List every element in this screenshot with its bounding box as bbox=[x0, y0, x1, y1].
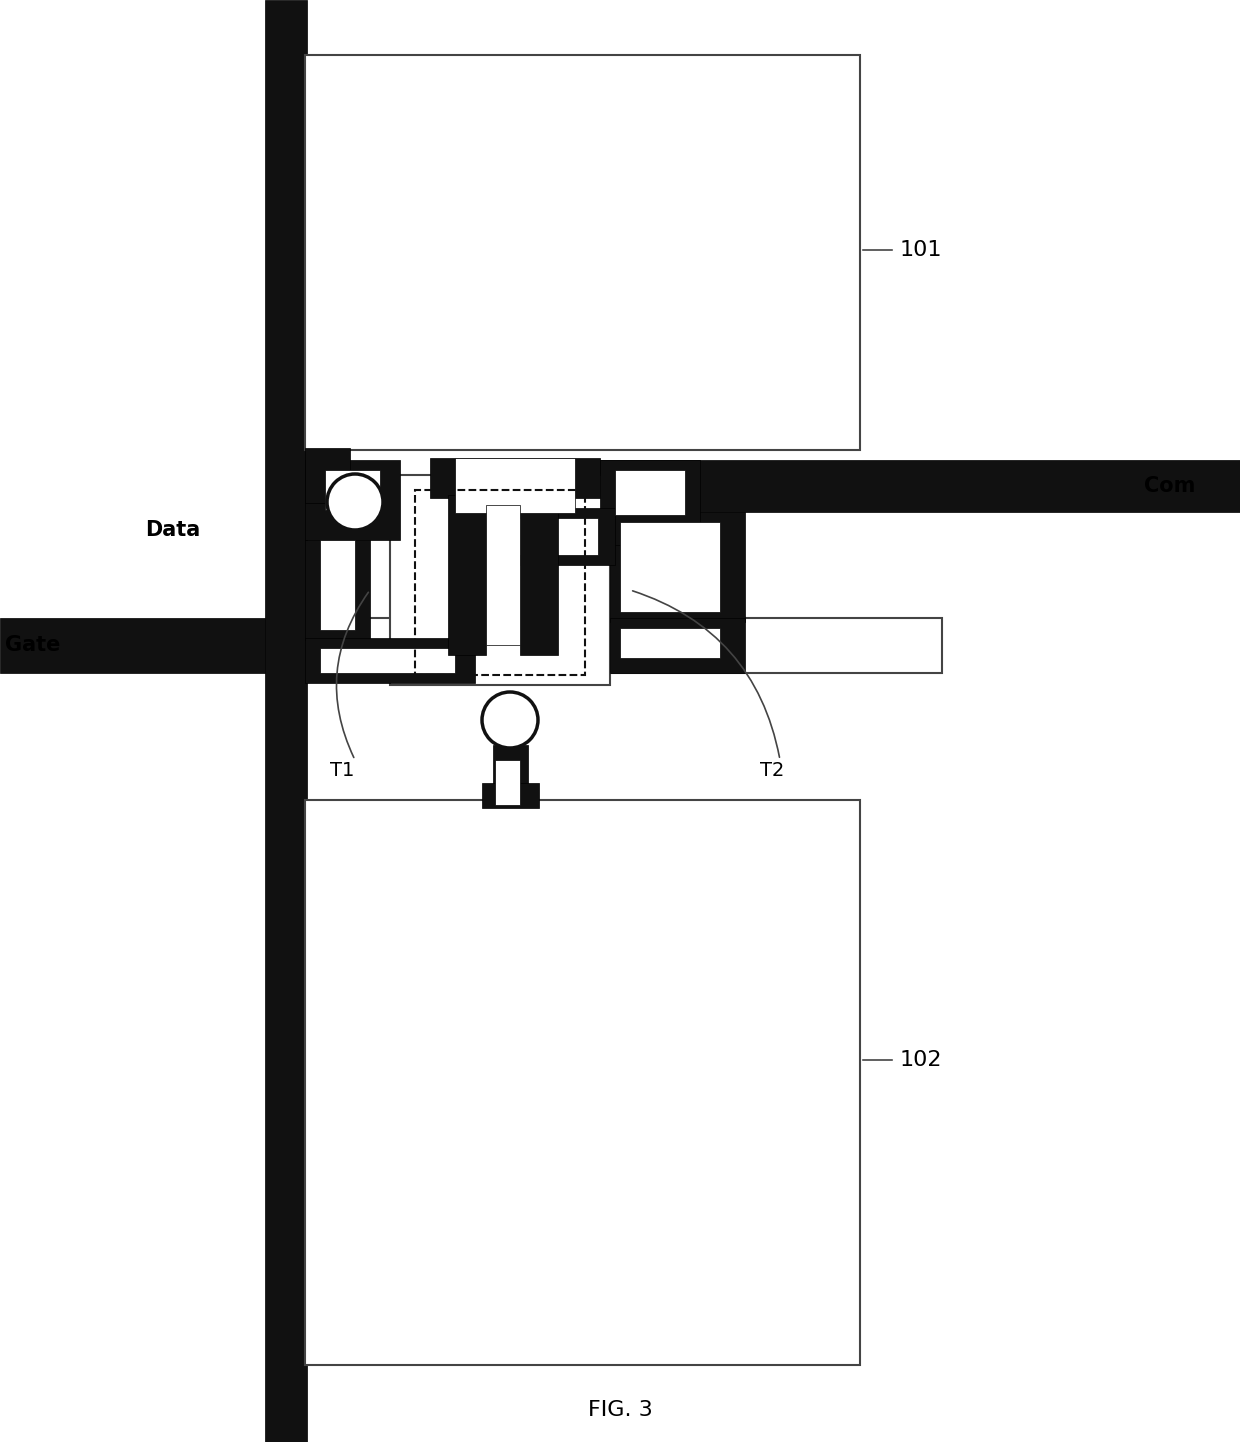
Bar bbox=[305, 448, 350, 503]
Bar bbox=[0, 619, 265, 673]
Bar bbox=[495, 760, 520, 805]
Bar bbox=[305, 539, 370, 640]
Bar bbox=[265, 0, 308, 1442]
Bar bbox=[320, 647, 455, 673]
Bar bbox=[610, 512, 745, 622]
Bar bbox=[305, 460, 401, 539]
Bar bbox=[305, 55, 861, 450]
Text: 101: 101 bbox=[900, 239, 942, 260]
Bar bbox=[486, 505, 520, 645]
Bar bbox=[320, 539, 355, 630]
Text: Com: Com bbox=[1143, 476, 1195, 496]
Text: T2: T2 bbox=[760, 760, 785, 780]
Bar bbox=[494, 746, 528, 784]
Bar bbox=[610, 619, 745, 673]
Bar bbox=[305, 637, 475, 684]
Text: 102: 102 bbox=[900, 1050, 942, 1070]
Bar bbox=[615, 470, 684, 515]
Bar bbox=[391, 474, 610, 685]
Circle shape bbox=[327, 474, 383, 531]
Text: Data: Data bbox=[145, 521, 200, 539]
Bar bbox=[448, 495, 486, 655]
Bar bbox=[490, 508, 615, 565]
Bar bbox=[305, 800, 861, 1366]
Text: Gate: Gate bbox=[5, 634, 61, 655]
Bar bbox=[620, 522, 720, 611]
Bar bbox=[430, 459, 600, 497]
Bar bbox=[455, 459, 575, 513]
Bar bbox=[308, 619, 942, 673]
Bar bbox=[520, 495, 558, 655]
Bar bbox=[482, 783, 539, 808]
Bar bbox=[490, 460, 1240, 512]
Bar bbox=[415, 490, 585, 675]
Text: FIG. 3: FIG. 3 bbox=[588, 1400, 652, 1420]
Bar bbox=[620, 629, 720, 658]
Circle shape bbox=[482, 692, 538, 748]
Bar bbox=[508, 518, 598, 555]
Text: T1: T1 bbox=[330, 760, 355, 780]
Bar bbox=[600, 460, 701, 545]
Bar bbox=[325, 470, 379, 510]
